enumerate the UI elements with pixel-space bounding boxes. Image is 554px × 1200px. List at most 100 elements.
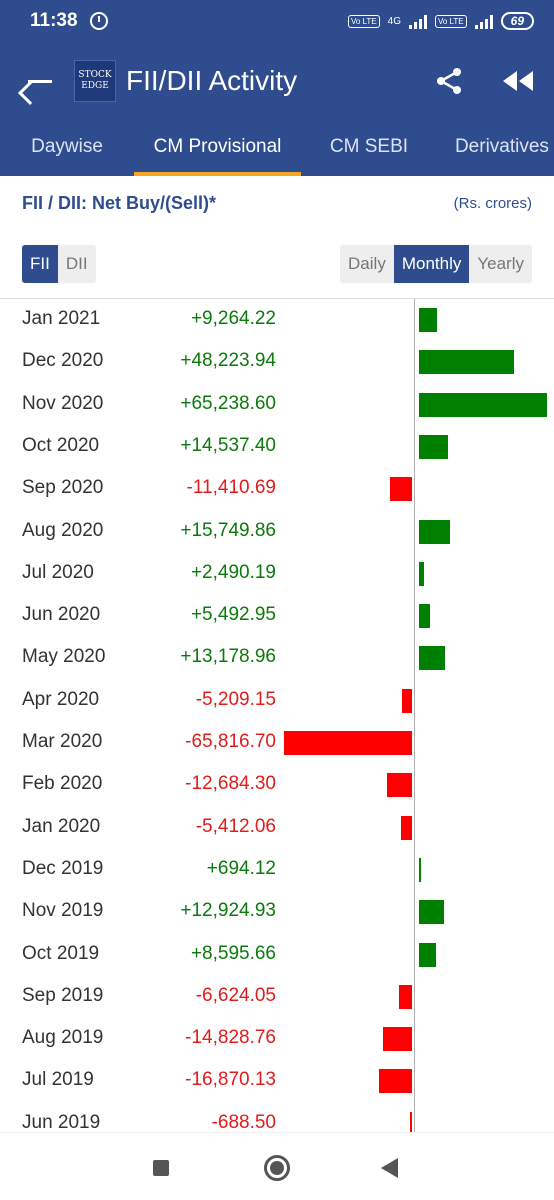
net-value-label: -65,816.70 xyxy=(185,731,276,752)
list-item[interactable]: Jul 2020 +2,490.19 xyxy=(0,553,554,595)
net-value-label: -5,209.15 xyxy=(195,688,276,710)
month-label: Jun 2020 xyxy=(22,604,101,626)
fii-toggle-button[interactable]: FII xyxy=(22,245,58,283)
stockedge-logo: STOCK EDGE xyxy=(74,60,116,102)
net-value-label: -6,624.05 xyxy=(195,984,276,1006)
list-item[interactable]: Aug 2020 +15,749.86 xyxy=(0,511,554,553)
monthly-toggle-button[interactable]: Monthly xyxy=(393,245,470,283)
net-sell-bar xyxy=(284,731,412,755)
list-item[interactable]: Jan 2020 -5,412.06 xyxy=(0,807,554,849)
list-item[interactable]: Jan 2021 +9,264.22 xyxy=(0,299,554,341)
tab-derivatives[interactable]: Derivatives xyxy=(454,136,549,157)
net-buy-bar xyxy=(419,900,445,925)
net-sell-bar xyxy=(389,477,412,502)
recent-apps-icon[interactable] xyxy=(153,1160,169,1176)
net-sell-bar xyxy=(401,815,412,840)
net-value-label: +13,178.96 xyxy=(180,646,276,668)
net-value-label: -16,870.13 xyxy=(185,1069,276,1091)
list-item[interactable]: Sep 2019 -6,624.05 xyxy=(0,976,554,1018)
divider xyxy=(0,298,554,299)
list-item[interactable]: May 2020 +13,178.96 xyxy=(0,637,554,679)
month-label: Sep 2019 xyxy=(22,984,104,1006)
app-bar: STOCK EDGE FII/DII Activity xyxy=(0,42,554,120)
net-value-label: +15,749.86 xyxy=(180,519,276,541)
list-item[interactable]: Feb 2020 -12,684.30 xyxy=(0,764,554,806)
net-sell-bar xyxy=(401,688,412,713)
nav-back-icon[interactable] xyxy=(381,1158,398,1178)
list-item[interactable]: Dec 2019 +694.12 xyxy=(0,849,554,891)
filter-row: FII DII Daily Monthly Yearly xyxy=(0,230,554,298)
net-buy-bar xyxy=(419,561,424,586)
net-buy-bar xyxy=(419,942,436,967)
month-label: May 2020 xyxy=(22,646,106,668)
net-value-label: -14,828.76 xyxy=(185,1027,276,1049)
alarm-icon xyxy=(89,12,108,30)
list-item[interactable]: Dec 2020 +48,223.94 xyxy=(0,341,554,383)
net-sell-bar xyxy=(387,773,412,798)
status-time: 11:38 xyxy=(30,10,78,31)
list-item[interactable]: Mar 2020 -65,816.70 xyxy=(0,722,554,764)
net-value-label: +48,223.94 xyxy=(180,350,276,372)
net-value-label: +14,537.40 xyxy=(180,434,276,456)
month-label: Jul 2019 xyxy=(22,1069,94,1091)
net-value-label: +2,490.19 xyxy=(190,561,276,583)
fii-dii-toggle: FII DII xyxy=(22,245,96,283)
net-value-label: +9,264.22 xyxy=(190,308,276,329)
month-label: Apr 2020 xyxy=(22,688,100,710)
month-label: Sep 2020 xyxy=(22,477,104,499)
period-toggle: Daily Monthly Yearly xyxy=(340,245,532,283)
units-label: (Rs. crores) xyxy=(453,194,532,212)
net-value-label: +694.12 xyxy=(206,857,276,879)
logo-line-1: STOCK xyxy=(78,70,112,80)
list-item[interactable]: Sep 2020 -11,410.69 xyxy=(0,468,554,510)
status-icons: Vo LTE 4G Vo LTE 69 xyxy=(347,12,534,30)
logo-line-2: EDGE xyxy=(81,81,109,91)
list-item[interactable]: Oct 2020 +14,537.40 xyxy=(0,426,554,468)
month-label: Jul 2020 xyxy=(22,561,94,583)
volte-badge-2: Vo LTE xyxy=(434,14,467,28)
net-buy-bar xyxy=(419,392,547,417)
list-item[interactable]: Apr 2020 -5,209.15 xyxy=(0,680,554,722)
list-item[interactable]: Nov 2020 +65,238.60 xyxy=(0,384,554,426)
net-buy-bar xyxy=(419,308,438,332)
list-item[interactable]: Oct 2019 +8,595.66 xyxy=(0,934,554,976)
month-label: Jun 2019 xyxy=(22,1111,101,1133)
battery-icon: 69 xyxy=(500,12,534,30)
net-buy-bar xyxy=(419,857,421,882)
net-sell-bar xyxy=(383,1027,412,1052)
tab-cm-provisional[interactable]: CM Provisional xyxy=(134,120,302,176)
month-label: Jan 2020 xyxy=(22,815,101,837)
net-value-label: -5,412.06 xyxy=(195,815,276,837)
tab-daywise[interactable]: Daywise xyxy=(31,136,103,157)
list-item[interactable]: Jul 2019 -16,870.13 xyxy=(0,1060,554,1102)
dii-toggle-button[interactable]: DII xyxy=(65,254,88,273)
tab-bar: Daywise CM Provisional CM SEBI Derivativ… xyxy=(0,120,554,176)
system-nav-bar xyxy=(0,1132,554,1200)
daily-toggle-button[interactable]: Daily xyxy=(348,254,386,273)
rewind-icon[interactable] xyxy=(502,69,534,93)
net-value-label: +8,595.66 xyxy=(190,942,276,964)
signal-icon-1 xyxy=(408,13,427,29)
net-value-label: -688.50 xyxy=(211,1111,276,1133)
volte-badge-1: Vo LTE xyxy=(347,14,380,28)
list-item[interactable]: Aug 2019 -14,828.76 xyxy=(0,1018,554,1060)
list-item[interactable]: Nov 2019 +12,924.93 xyxy=(0,891,554,933)
month-label: Aug 2020 xyxy=(22,519,104,541)
month-label: Dec 2019 xyxy=(22,857,104,879)
net-value-label: +12,924.93 xyxy=(180,900,276,922)
chart-zero-axis xyxy=(414,299,415,1133)
net-value-label: -12,684.30 xyxy=(185,773,276,795)
month-label: Nov 2019 xyxy=(22,900,104,922)
home-icon[interactable] xyxy=(264,1155,290,1181)
network-4g-label: 4G xyxy=(387,15,401,27)
net-value-label: +65,238.60 xyxy=(180,392,276,414)
tab-cm-sebi[interactable]: CM SEBI xyxy=(329,136,409,157)
back-arrow-icon[interactable] xyxy=(26,67,54,95)
share-icon[interactable] xyxy=(434,66,464,96)
list-item[interactable]: Jun 2020 +5,492.95 xyxy=(0,595,554,637)
yearly-toggle-button[interactable]: Yearly xyxy=(477,254,524,273)
net-buy-sell-title: FII / DII: Net Buy/(Sell)* xyxy=(22,192,217,213)
month-label: Mar 2020 xyxy=(22,731,103,752)
list-item[interactable]: Jun 2019 -688.50 xyxy=(0,1103,554,1133)
monthly-activity-list[interactable]: Jan 2021 +9,264.22 Dec 2020 +48,223.94 Nov 2… xyxy=(0,299,554,1133)
